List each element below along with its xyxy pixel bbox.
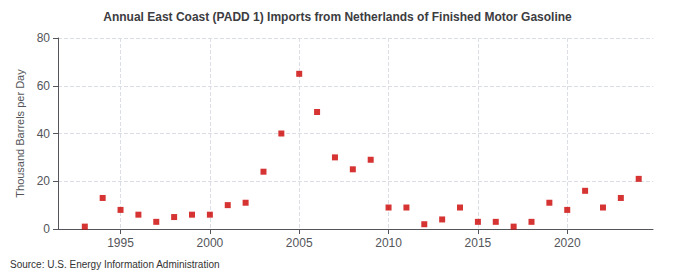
svg-text:0: 0	[43, 222, 50, 236]
svg-text:2015: 2015	[465, 236, 492, 250]
svg-text:20: 20	[37, 174, 51, 188]
svg-text:2010: 2010	[375, 236, 402, 250]
svg-text:2000: 2000	[197, 236, 224, 250]
svg-text:Thousand Barrels per Day: Thousand Barrels per Day	[14, 69, 26, 198]
svg-text:40: 40	[37, 127, 51, 141]
svg-text:2005: 2005	[286, 236, 313, 250]
svg-text:Annual East Coast (PADD 1) Imp: Annual East Coast (PADD 1) Imports from …	[103, 10, 572, 24]
svg-text:Source: U.S. Energy Informatio: Source: U.S. Energy Information Administ…	[10, 259, 220, 270]
svg-text:1995: 1995	[107, 236, 134, 250]
svg-text:60: 60	[37, 79, 51, 93]
svg-text:2020: 2020	[554, 236, 581, 250]
svg-text:80: 80	[37, 31, 51, 45]
